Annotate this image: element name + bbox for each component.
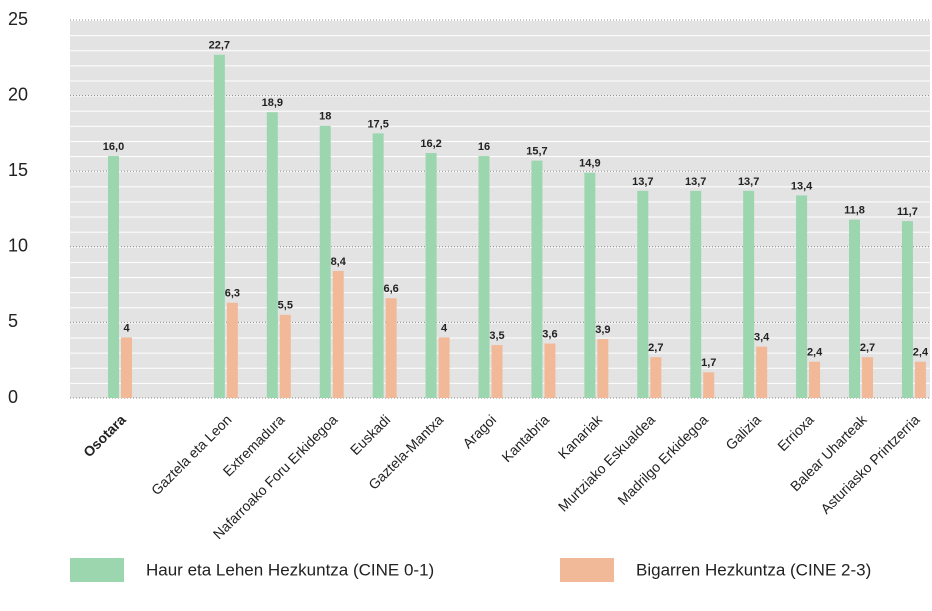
y-tick-label: 20: [8, 84, 28, 104]
value-label: 18: [319, 111, 331, 123]
value-label: 1,7: [701, 357, 716, 369]
bar: [372, 133, 384, 398]
bar: [478, 156, 490, 398]
legend-swatch: [70, 558, 124, 582]
bar: [650, 357, 662, 398]
bar: [319, 125, 331, 398]
value-label: 6,6: [384, 283, 399, 295]
x-tick-label: Kanariak: [555, 411, 606, 462]
value-label: 4: [123, 322, 130, 334]
bar: [266, 112, 278, 399]
bar: [637, 190, 649, 398]
x-tick-label: Osotara: [80, 411, 129, 460]
bar: [703, 372, 715, 398]
value-label: 16: [478, 141, 490, 153]
y-tick-label: 25: [8, 9, 28, 29]
bar: [544, 343, 556, 398]
x-tick-label: Asturiasko Printzerria: [817, 411, 923, 517]
bar: [531, 160, 543, 398]
bar: [901, 221, 913, 398]
y-tick-label: 0: [8, 387, 18, 407]
value-label: 3,9: [595, 324, 610, 336]
bar: [425, 153, 437, 398]
value-label: 13,7: [685, 176, 706, 188]
y-tick-label: 15: [8, 160, 28, 180]
value-label: 15,7: [526, 146, 547, 158]
value-label: 16,0: [103, 141, 124, 153]
x-tick-label: Murtziako Eskualdea: [555, 411, 658, 514]
bar: [597, 339, 609, 398]
bar: [108, 156, 119, 398]
bar: [491, 345, 503, 398]
legend-swatch: [560, 558, 614, 582]
value-label: 14,9: [579, 158, 600, 170]
value-label: 4: [441, 322, 448, 334]
x-tick-label: Galizia: [722, 411, 764, 453]
value-label: 17,5: [367, 118, 388, 130]
bar: [385, 298, 397, 398]
bar: [809, 361, 821, 398]
value-label: 2,4: [913, 347, 929, 359]
bar: [849, 219, 861, 398]
value-label: 18,9: [262, 97, 283, 109]
bar: [756, 346, 768, 398]
bar: [226, 302, 238, 398]
x-tick-label: Gaztela eta Leon: [148, 411, 235, 498]
bar: [332, 270, 344, 398]
plot-background: [70, 20, 930, 398]
value-label: 16,2: [420, 138, 441, 150]
value-label: 3,4: [754, 331, 770, 343]
x-tick-label: Madrilgo Erkidegoa: [614, 411, 711, 508]
bar: [743, 190, 755, 398]
bar: [690, 190, 702, 398]
value-label: 22,7: [209, 40, 230, 52]
x-tick-label: Aragoi: [459, 411, 499, 451]
value-label: 3,6: [542, 328, 557, 340]
x-tick-label: Euskadi: [347, 411, 394, 458]
value-label: 2,4: [807, 347, 823, 359]
bar: [584, 172, 596, 398]
value-label: 5,5: [278, 300, 293, 312]
value-label: 13,7: [738, 176, 759, 188]
bar: [796, 195, 808, 398]
bar: [279, 314, 291, 398]
value-label: 6,3: [225, 288, 240, 300]
x-tick-label: Errioxa: [774, 411, 817, 454]
value-label: 13,4: [791, 180, 813, 192]
value-label: 11,7: [897, 206, 918, 218]
y-tick-label: 5: [8, 311, 18, 331]
bar: [121, 337, 132, 398]
bar: [213, 54, 225, 398]
value-label: 2,7: [648, 342, 663, 354]
value-label: 2,7: [860, 342, 875, 354]
value-label: 3,5: [489, 330, 504, 342]
y-tick-label: 10: [8, 236, 28, 256]
bar: [914, 361, 926, 398]
bar: [862, 357, 874, 398]
value-label: 13,7: [632, 176, 653, 188]
value-label: 11,8: [844, 204, 865, 216]
legend-label: Bigarren Hezkuntza (CINE 2-3): [636, 560, 871, 579]
legend-label: Haur eta Lehen Hezkuntza (CINE 0-1): [146, 560, 434, 579]
x-tick-label: Kantabria: [498, 411, 552, 465]
bar: [438, 337, 450, 398]
value-label: 8,4: [331, 256, 347, 268]
